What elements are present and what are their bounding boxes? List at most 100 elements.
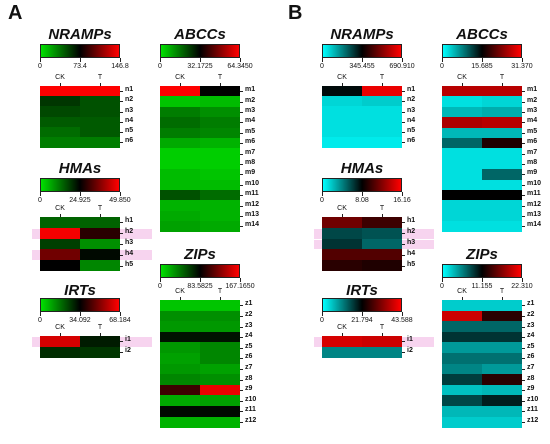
a-hmas-row-tick bbox=[120, 244, 123, 245]
b-nramps-cell bbox=[362, 96, 402, 108]
a-zips-row-label: z5 bbox=[245, 342, 253, 350]
b-hmas-cell bbox=[362, 217, 402, 228]
a-abccs-row-label: m13 bbox=[245, 211, 260, 218]
a-hmas-cell bbox=[80, 238, 120, 250]
b-irts-colorbar bbox=[322, 298, 402, 312]
b-zips-row-tick bbox=[522, 390, 525, 392]
a-zips-row-label: z10 bbox=[245, 395, 257, 403]
a-abccs-cell bbox=[160, 86, 200, 97]
b-abccs-cell bbox=[442, 138, 482, 149]
b-abccs-cell bbox=[482, 86, 522, 97]
a-zips-cell bbox=[160, 310, 200, 322]
a-hmas-row-label: h2 bbox=[125, 228, 134, 236]
a-hmas-column-tick bbox=[60, 214, 61, 217]
b-irts-cell bbox=[362, 346, 402, 358]
a-zips-title: ZIPs bbox=[184, 246, 216, 263]
b-nramps-column-tick bbox=[342, 83, 343, 86]
a-zips-row-tick bbox=[240, 400, 243, 402]
a-zips-cell bbox=[200, 374, 240, 386]
a-zips-cell bbox=[160, 300, 200, 311]
b-abccs-column-tick bbox=[462, 83, 463, 86]
b-abccs-colorbar-label: 0 bbox=[440, 63, 444, 70]
a-zips-row-label: z9 bbox=[245, 385, 253, 393]
b-nramps-column-tick bbox=[382, 83, 383, 86]
b-zips-row-tick bbox=[522, 379, 525, 381]
b-zips-cell bbox=[482, 342, 522, 354]
b-hmas-cell bbox=[362, 249, 402, 261]
a-zips-row-tick bbox=[240, 326, 243, 328]
a-irts-colorbar-tick bbox=[120, 312, 121, 316]
a-zips-row-label: z7 bbox=[245, 363, 253, 371]
a-nramps-row-tick bbox=[120, 142, 123, 144]
b-abccs-cell bbox=[442, 106, 482, 118]
a-zips-cell bbox=[200, 300, 240, 311]
b-irts-colorbar-tick bbox=[322, 312, 323, 316]
a-abccs-cell bbox=[200, 221, 240, 233]
a-nramps-cell bbox=[40, 126, 80, 138]
a-abccs-cell bbox=[200, 96, 240, 108]
a-abccs-row-label: m8 bbox=[245, 159, 256, 166]
a-nramps-column-tick bbox=[100, 83, 101, 86]
b-nramps-colorbar-tick bbox=[322, 58, 323, 62]
b-hmas-colorbar-label: 0 bbox=[320, 197, 324, 204]
a-irts-colorbar bbox=[40, 298, 120, 312]
a-zips-row-tick bbox=[240, 358, 243, 360]
b-abccs-cell bbox=[482, 117, 522, 129]
a-abccs-row-tick bbox=[240, 205, 243, 207]
a-zips-column-tick bbox=[220, 297, 221, 300]
b-nramps-cell bbox=[362, 126, 402, 138]
a-hmas-colorbar bbox=[40, 178, 120, 192]
a-hmas-column-label: CK bbox=[55, 205, 65, 212]
a-zips-row-tick bbox=[240, 368, 243, 370]
a-hmas-colorbar-label: 49.850 bbox=[109, 197, 131, 204]
a-nramps-row-label: n2 bbox=[125, 96, 134, 104]
a-zips-colorbar-tick bbox=[200, 278, 201, 282]
b-abccs-cell bbox=[482, 106, 522, 118]
b-hmas-row-tick bbox=[402, 265, 405, 267]
a-nramps-cell bbox=[80, 106, 120, 118]
a-hmas-title: HMAs bbox=[58, 160, 102, 177]
a-nramps-row-label: n4 bbox=[125, 116, 134, 124]
b-abccs-cell bbox=[482, 200, 522, 212]
a-zips-cell bbox=[160, 363, 200, 375]
b-zips-cell bbox=[442, 395, 482, 407]
b-nramps-row-tick bbox=[402, 121, 405, 123]
b-hmas-row-tick bbox=[402, 254, 405, 256]
b-hmas-row-tick bbox=[402, 244, 405, 245]
a-zips-row-label: z6 bbox=[245, 353, 253, 361]
a-irts-row-tick bbox=[120, 341, 123, 343]
a-zips-cell bbox=[200, 353, 240, 364]
b-abccs-cell bbox=[482, 148, 522, 160]
a-abccs-row-label: m9 bbox=[245, 169, 256, 177]
b-zips-row-tick bbox=[522, 305, 525, 307]
a-zips-cell bbox=[160, 395, 200, 407]
a-abccs-cell bbox=[160, 158, 200, 170]
b-abccs-cell bbox=[482, 221, 522, 233]
b-zips-cell bbox=[482, 300, 522, 311]
b-nramps-row-label: n1 bbox=[407, 86, 416, 94]
b-nramps-cell bbox=[322, 106, 362, 118]
b-nramps-column-label: T bbox=[379, 74, 385, 81]
a-zips-row-tick bbox=[240, 421, 243, 423]
a-nramps-colorbar-tick bbox=[40, 58, 41, 62]
a-zips-row-tick bbox=[240, 347, 243, 349]
b-abccs-colorbar-tick bbox=[442, 58, 443, 62]
b-hmas-cell bbox=[322, 260, 362, 272]
b-abccs-cell bbox=[442, 210, 482, 222]
b-zips-cell bbox=[442, 374, 482, 386]
a-abccs-colorbar-tick bbox=[200, 58, 201, 62]
b-irts-colorbar-label: 21.794 bbox=[351, 317, 373, 324]
a-zips-row-tick bbox=[240, 315, 243, 317]
b-abccs-row-label: m13 bbox=[527, 211, 542, 218]
a-zips-cell bbox=[160, 342, 200, 354]
a-irts-row-tick bbox=[120, 351, 123, 353]
a-nramps-row-label: n6 bbox=[125, 137, 134, 145]
a-irts-title: IRTs bbox=[64, 282, 96, 299]
b-irts-colorbar-label: 43.588 bbox=[391, 317, 413, 324]
b-irts-colorbar-tick bbox=[402, 312, 403, 316]
b-zips-colorbar bbox=[442, 264, 522, 278]
a-abccs-cell bbox=[200, 179, 240, 191]
a-nramps-colorbar-tick bbox=[80, 58, 81, 62]
a-abccs-row-tick bbox=[240, 153, 243, 155]
a-abccs-row-tick bbox=[240, 216, 243, 217]
